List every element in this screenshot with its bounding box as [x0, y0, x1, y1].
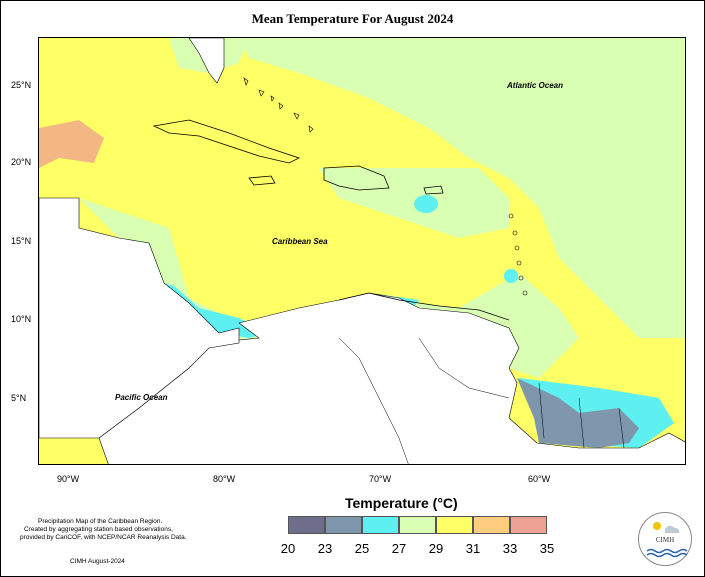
legend-label: 33 — [502, 541, 518, 556]
antilles-cool-zone — [319, 168, 509, 238]
florida-land — [188, 38, 225, 84]
guiana-slate-zone — [517, 378, 639, 448]
y-tick-25n: 25°N — [11, 80, 32, 90]
jamaica-outline — [248, 175, 276, 186]
credit-footer: CIMH August-2024 — [70, 558, 125, 565]
legend-swatch — [325, 516, 362, 534]
yucatan-hot-zone — [39, 120, 104, 168]
y-tick-20n: 20°N — [11, 157, 32, 167]
legend-label: 29 — [428, 541, 444, 556]
x-tick-90w: 90°W — [57, 474, 80, 484]
pr-cyan-patch — [414, 195, 438, 213]
credit-line-1: Precipitation Map of the Caribbean Regio… — [38, 518, 163, 525]
credit-line-3: provided by CariCOF, with NCEP/NCAR Rean… — [20, 534, 187, 541]
legend-swatch — [362, 516, 399, 534]
pacific-ocean-label: Pacific Ocean — [115, 393, 168, 402]
legend-label: 31 — [465, 541, 481, 556]
venezuela-coast — [338, 292, 510, 321]
cuba-outline — [152, 119, 301, 164]
caribbean-sea-label: Caribbean Sea — [272, 237, 328, 246]
y-tick-5n: 5°N — [11, 393, 27, 403]
country-borders — [338, 337, 625, 464]
logo-text: CIMH — [655, 536, 675, 544]
legend-label: 23 — [317, 541, 333, 556]
legend-swatch — [473, 516, 510, 534]
map-panel — [38, 37, 686, 465]
lesser-antilles-outline — [508, 213, 528, 296]
cimh-logo: CIMH — [638, 512, 692, 566]
central-america-land — [39, 197, 240, 439]
y-tick-10n: 10°N — [11, 314, 32, 324]
legend-swatch — [510, 516, 547, 534]
hispaniola-outline — [323, 165, 390, 191]
puerto-rico-outline — [423, 185, 444, 195]
legend-title: Temperature (°C) — [345, 495, 458, 511]
x-tick-60w: 60°W — [528, 474, 551, 484]
legend-label: 20 — [280, 541, 296, 556]
legend-swatch — [288, 516, 325, 534]
x-tick-80w: 80°W — [213, 474, 236, 484]
legend-label: 35 — [539, 541, 555, 556]
atlantic-cool-zone — [239, 38, 685, 338]
map-svg — [39, 38, 685, 464]
legend-label: 27 — [391, 541, 407, 556]
sun-cloud-icon — [646, 522, 688, 558]
x-tick-70w: 70°W — [369, 474, 392, 484]
bahamas-outline — [243, 77, 314, 133]
map-title: Mean Temperature For August 2024 — [251, 11, 454, 26]
y-tick-15n: 15°N — [11, 236, 32, 246]
legend-swatch — [399, 516, 436, 534]
legend-swatch — [436, 516, 473, 534]
credit-line-2: Created by aggregating station based obs… — [24, 526, 173, 533]
legend-label: 25 — [354, 541, 370, 556]
atlantic-ocean-label: Atlantic Ocean — [507, 81, 564, 90]
antilles-cyan-patch — [504, 269, 518, 283]
